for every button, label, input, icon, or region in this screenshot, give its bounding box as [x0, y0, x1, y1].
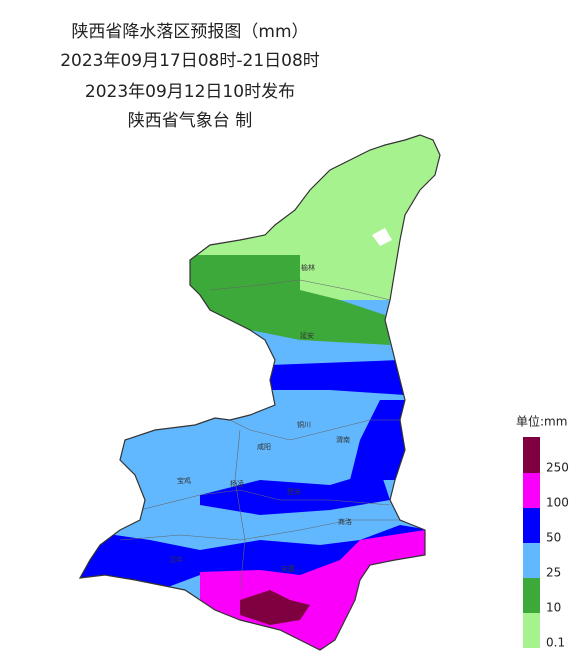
- legend-label: 100: [546, 496, 569, 510]
- legend-swatch: [523, 437, 540, 473]
- legend-label: 25: [546, 566, 561, 580]
- legend-label: 10: [546, 601, 561, 615]
- city-label: 汉中: [169, 555, 183, 564]
- rain-areas: [80, 135, 440, 650]
- city-label: 宝鸡: [177, 476, 191, 485]
- area-250: [240, 590, 310, 625]
- area-50: [270, 360, 405, 395]
- legend-swatch: [523, 508, 540, 543]
- agency: 陕西省气象台 制: [128, 111, 252, 131]
- legend-title: 单位:mm: [516, 414, 567, 429]
- city-label: 西安: [287, 487, 301, 496]
- district-borders: [119, 279, 400, 591]
- legend-swatch: [523, 613, 540, 648]
- gap: [372, 228, 392, 246]
- city-label: 榆林: [301, 263, 315, 272]
- legend: 单位:mm 0.1 10 25 50 100 250: [516, 414, 569, 650]
- legend-swatch: [523, 543, 540, 578]
- city-label: 安康: [281, 564, 295, 573]
- city-label: 商洛: [338, 517, 352, 526]
- city-label: 渭南: [336, 435, 350, 444]
- legend-swatch: [523, 578, 540, 613]
- period: 2023年09月17日08时-21日08时: [60, 51, 320, 71]
- legend-label: 250: [546, 461, 569, 475]
- legend-label: 50: [546, 531, 561, 545]
- city-label: 延安: [300, 331, 314, 340]
- city-label: 咸阳: [257, 442, 271, 451]
- city-label: 铜川: [297, 420, 311, 429]
- title: 陕西省降水落区预报图（mm）: [71, 22, 308, 42]
- legend-label: 0.1: [546, 636, 565, 650]
- issued: 2023年09月12日10时发布: [85, 82, 295, 102]
- city-label: 杨凌: [230, 479, 244, 488]
- legend-swatch: [523, 473, 540, 508]
- area-50: [200, 470, 390, 515]
